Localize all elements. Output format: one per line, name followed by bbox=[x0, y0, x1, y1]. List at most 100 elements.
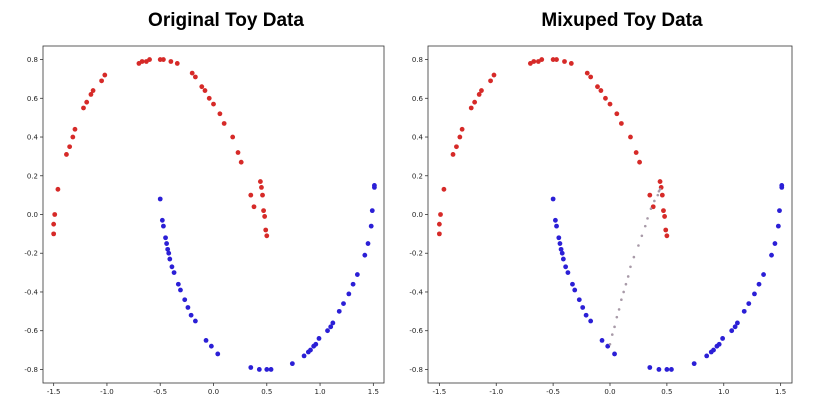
x-tick-label: -0.5 bbox=[546, 388, 560, 396]
data-point bbox=[777, 208, 782, 214]
data-point bbox=[488, 78, 493, 84]
data-point bbox=[88, 92, 94, 97]
data-point bbox=[169, 264, 175, 270]
data-point bbox=[99, 78, 105, 84]
data-point bbox=[615, 315, 619, 319]
y-tick-label: 0.8 bbox=[27, 56, 38, 64]
data-point bbox=[746, 301, 752, 306]
data-point bbox=[562, 59, 567, 64]
x-tick-label: -1.5 bbox=[47, 388, 61, 396]
data-point bbox=[662, 214, 667, 219]
data-point bbox=[479, 88, 484, 93]
scatter-series bbox=[608, 188, 662, 346]
data-point bbox=[556, 235, 562, 241]
y-tick-label: -0.2 bbox=[409, 250, 423, 258]
data-point bbox=[454, 144, 459, 150]
data-point bbox=[557, 241, 563, 246]
data-point bbox=[202, 88, 208, 93]
data-point bbox=[438, 212, 443, 217]
data-point bbox=[772, 241, 778, 246]
data-point bbox=[550, 57, 556, 62]
data-point bbox=[264, 367, 270, 372]
y-tick-label: 0.6 bbox=[27, 95, 39, 103]
data-point bbox=[192, 74, 198, 80]
data-point bbox=[570, 281, 575, 287]
data-point bbox=[720, 336, 726, 341]
data-point bbox=[637, 244, 640, 247]
data-point bbox=[55, 186, 61, 192]
data-point bbox=[51, 221, 57, 227]
data-point bbox=[248, 192, 254, 198]
data-point bbox=[729, 328, 735, 334]
data-point bbox=[565, 270, 571, 276]
y-tick-label: 0.0 bbox=[27, 211, 38, 219]
data-point bbox=[732, 324, 738, 330]
data-point bbox=[559, 250, 565, 256]
y-tick-label: 0.0 bbox=[412, 211, 423, 219]
data-point bbox=[614, 111, 620, 117]
data-point bbox=[626, 275, 630, 278]
data-point bbox=[157, 196, 163, 202]
data-point bbox=[161, 223, 166, 229]
x-tick-label: -0.5 bbox=[153, 388, 167, 396]
data-point bbox=[716, 341, 722, 347]
data-point bbox=[576, 297, 582, 303]
data-point bbox=[159, 217, 165, 223]
data-point bbox=[161, 57, 166, 62]
data-point bbox=[341, 301, 346, 306]
data-point bbox=[175, 281, 181, 287]
chart-title: Original Toy Data bbox=[148, 10, 304, 31]
data-point bbox=[608, 342, 612, 346]
data-point bbox=[647, 365, 653, 370]
y-tick-label: -0.6 bbox=[24, 327, 38, 335]
y-tick-label: 0.2 bbox=[412, 172, 423, 180]
data-point bbox=[647, 192, 653, 198]
data-point bbox=[147, 57, 152, 62]
data-point bbox=[618, 121, 624, 126]
scatter-series bbox=[550, 183, 785, 372]
data-point bbox=[622, 290, 625, 294]
data-point bbox=[166, 250, 172, 256]
data-point bbox=[476, 92, 482, 97]
data-point bbox=[558, 246, 564, 252]
data-point bbox=[735, 320, 740, 326]
data-point bbox=[741, 308, 747, 314]
data-point bbox=[330, 320, 336, 326]
x-tick-label: 0.0 bbox=[604, 388, 615, 396]
data-point bbox=[263, 227, 269, 233]
data-point bbox=[650, 204, 656, 210]
data-point bbox=[365, 241, 371, 246]
data-point bbox=[289, 361, 295, 367]
data-point bbox=[189, 70, 195, 76]
data-point bbox=[72, 126, 78, 132]
data-point bbox=[238, 159, 244, 165]
data-point bbox=[468, 105, 474, 111]
data-point bbox=[640, 234, 644, 238]
data-point bbox=[610, 333, 614, 336]
data-point bbox=[171, 270, 177, 276]
data-point bbox=[658, 188, 662, 191]
data-point bbox=[637, 159, 642, 165]
plot-frame bbox=[42, 45, 385, 384]
data-point bbox=[613, 325, 616, 329]
data-point bbox=[599, 337, 605, 343]
y-tick-label: 0.4 bbox=[27, 134, 39, 142]
y-tick-label: -0.6 bbox=[409, 327, 423, 335]
data-point bbox=[81, 105, 86, 111]
data-point bbox=[436, 221, 442, 227]
data-point bbox=[211, 101, 216, 107]
x-tick-label: -1.0 bbox=[100, 388, 114, 396]
data-point bbox=[659, 192, 665, 198]
data-point bbox=[628, 134, 633, 140]
y-tick-label: -0.4 bbox=[24, 288, 38, 296]
data-point bbox=[711, 347, 716, 353]
data-point bbox=[259, 184, 264, 190]
data-point bbox=[436, 231, 442, 237]
data-point bbox=[583, 312, 589, 318]
x-tick-label: 1.0 bbox=[314, 388, 325, 396]
data-point bbox=[67, 144, 73, 150]
data-point bbox=[629, 265, 632, 269]
data-point bbox=[262, 214, 268, 219]
data-point bbox=[163, 235, 168, 241]
